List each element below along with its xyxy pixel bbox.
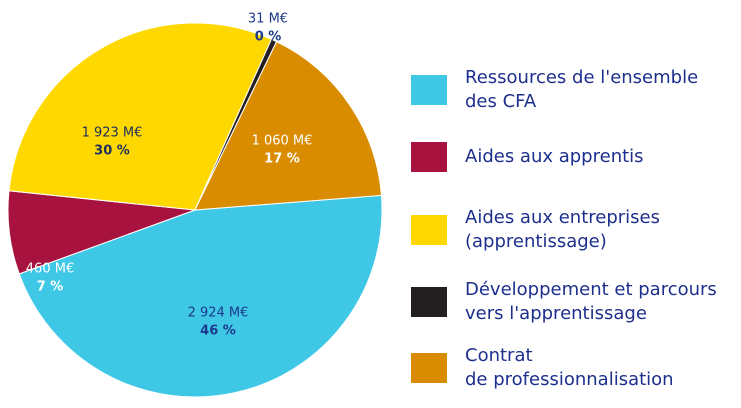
percentage-label: 46 % xyxy=(200,324,236,339)
legend-swatch xyxy=(411,215,447,245)
pie-slice xyxy=(194,41,382,211)
percentage-label: 17 % xyxy=(264,152,300,167)
pie-slice xyxy=(8,22,273,211)
legend-label: Contrat de professionnalisation xyxy=(465,345,674,390)
legend-swatch xyxy=(411,353,447,383)
value-label: 1 923 M€ xyxy=(82,126,143,141)
legend-label: Développement et parcours vers l'apprent… xyxy=(465,279,717,324)
legend-label: Aides aux entreprises (apprentissage) xyxy=(465,207,661,252)
legend-label: Aides aux apprentis xyxy=(465,146,644,167)
legend-item: Développement et parcours vers l'apprent… xyxy=(411,278,717,326)
legend-swatch xyxy=(411,75,447,105)
value-label: 31 M€ xyxy=(248,12,288,27)
legend-label: Ressources de l'ensemble des CFA xyxy=(465,67,699,112)
value-label: 2 924 M€ xyxy=(188,306,249,321)
percentage-label: 0 % xyxy=(255,30,282,45)
legend-item: Aides aux apprentis xyxy=(411,142,644,172)
legend-swatch xyxy=(411,287,447,317)
value-label: 460 M€ xyxy=(26,262,74,277)
percentage-label: 30 % xyxy=(94,144,130,159)
legend-item: Aides aux entreprises (apprentissage) xyxy=(411,206,660,254)
percentage-label: 7 % xyxy=(37,280,64,295)
pie-slice xyxy=(18,194,383,398)
legend-item: Ressources de l'ensemble des CFA xyxy=(411,66,698,114)
value-label: 1 060 M€ xyxy=(252,134,313,149)
legend-item: Contrat de professionnalisation xyxy=(411,344,674,392)
legend-swatch xyxy=(411,142,447,172)
